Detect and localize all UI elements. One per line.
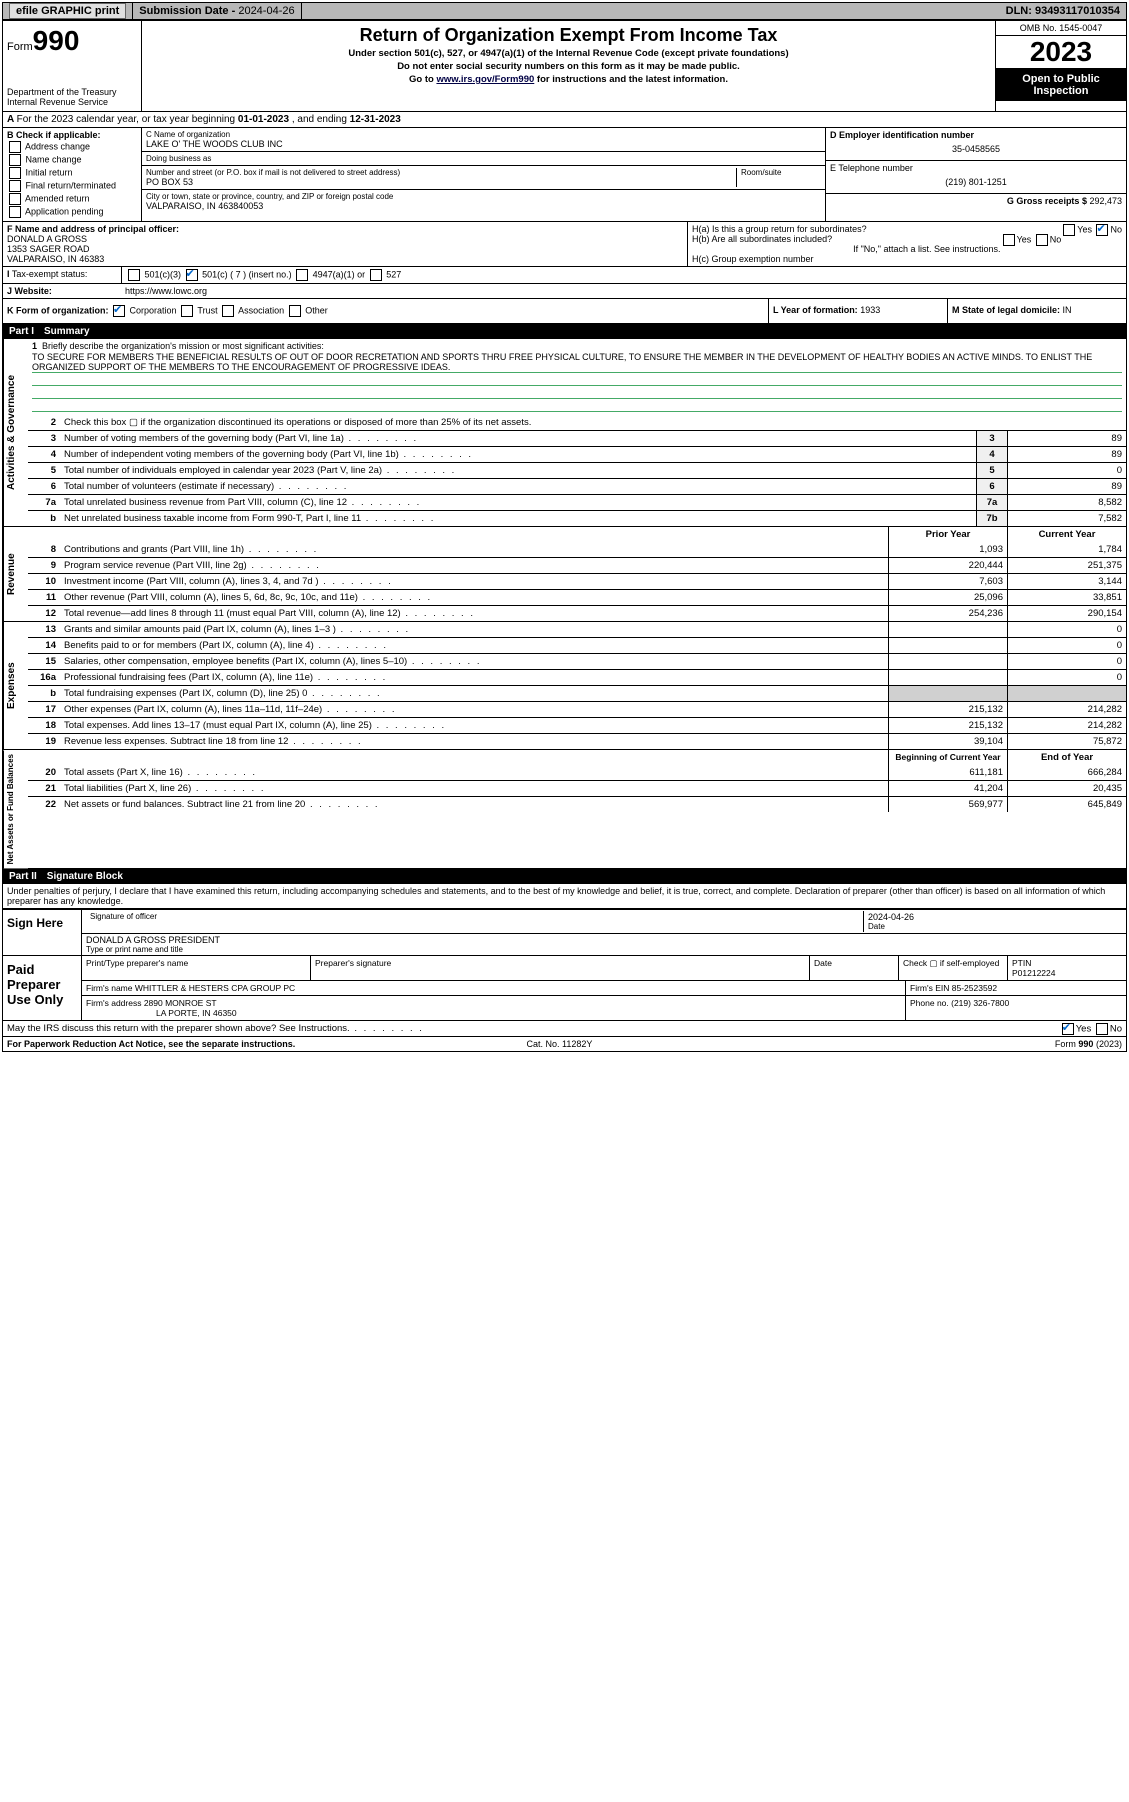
line-14: 14Benefits paid to or for members (Part …: [28, 637, 1126, 653]
group-return-box: H(a) Is this a group return for subordin…: [688, 222, 1126, 266]
discuss-yes[interactable]: [1062, 1023, 1074, 1035]
part2-header: Part II Signature Block: [3, 869, 1126, 884]
vlabel-netassets: Net Assets or Fund Balances: [3, 750, 28, 868]
gross-receipts: 292,473: [1089, 196, 1122, 206]
line-18: 18Total expenses. Add lines 13–17 (must …: [28, 717, 1126, 733]
mission-block: 1 Briefly describe the organization's mi…: [28, 339, 1126, 415]
vlabel-revenue: Revenue: [3, 527, 28, 621]
i-4947[interactable]: [296, 269, 308, 281]
end-year-header: End of Year: [1007, 750, 1126, 765]
line-b: bTotal fundraising expenses (Part IX, co…: [28, 685, 1126, 701]
checkbox-application-pending[interactable]: Application pending: [7, 206, 137, 218]
i-527[interactable]: [370, 269, 382, 281]
checkbox-address-change[interactable]: Address change: [7, 141, 137, 153]
line-6: 6Total number of volunteers (estimate if…: [28, 478, 1126, 494]
line-16a: 16aProfessional fundraising fees (Part I…: [28, 669, 1126, 685]
submission-cell: Submission Date - 2024-04-26: [133, 3, 301, 19]
instructions-link[interactable]: www.irs.gov/Form990: [436, 74, 534, 85]
i-501c3[interactable]: [128, 269, 140, 281]
line-8: 8Contributions and grants (Part VIII, li…: [28, 542, 1126, 557]
discuss-row: May the IRS discuss this return with the…: [3, 1021, 1126, 1036]
ha-no[interactable]: [1096, 224, 1108, 236]
line-2: 2Check this box ▢ if the organization di…: [28, 415, 1126, 430]
line-4: 4Number of independent voting members of…: [28, 446, 1126, 462]
line-11: 11Other revenue (Part VIII, column (A), …: [28, 589, 1126, 605]
domicile: IN: [1063, 305, 1072, 315]
line-3: 3Number of voting members of the governi…: [28, 430, 1126, 446]
form-of-org: K Form of organization: Corporation Trus…: [3, 299, 769, 323]
form-title-box: Return of Organization Exempt From Incom…: [142, 21, 995, 111]
ptin: P01212224: [1012, 968, 1056, 978]
website: https://www.lowc.org: [121, 284, 1126, 298]
sign-here-label: Sign Here: [3, 910, 82, 955]
hb-yes[interactable]: [1003, 234, 1015, 246]
prep-name-header: Print/Type preparer's name: [82, 956, 311, 980]
vlabel-governance: Activities & Governance: [3, 339, 28, 526]
org-name: LAKE O' THE WOODS CLUB INC: [146, 139, 821, 149]
top-bar: efile GRAPHIC print Submission Date - 20…: [2, 2, 1127, 20]
line-22: 22Net assets or fund balances. Subtract …: [28, 796, 1126, 812]
line-20: 20Total assets (Part X, line 16)611,1816…: [28, 765, 1126, 780]
firm-addr: 2890 MONROE ST: [144, 998, 217, 1008]
officer-name: DONALD A GROSS PRESIDENT: [86, 935, 1122, 945]
vlabel-expenses: Expenses: [3, 622, 28, 749]
line-15: 15Salaries, other compensation, employee…: [28, 653, 1126, 669]
begin-year-header: Beginning of Current Year: [888, 750, 1007, 765]
line-5: 5Total number of individuals employed in…: [28, 462, 1126, 478]
line-12: 12Total revenue—add lines 8 through 11 (…: [28, 605, 1126, 621]
line-10: 10Investment income (Part VIII, column (…: [28, 573, 1126, 589]
k-corp[interactable]: [113, 305, 125, 317]
prior-year-header: Prior Year: [888, 527, 1007, 542]
k-assoc[interactable]: [222, 305, 234, 317]
form-container: Form990 Department of the Treasury Inter…: [2, 20, 1127, 910]
ha-yes[interactable]: [1063, 224, 1075, 236]
line-b: bNet unrelated business taxable income f…: [28, 510, 1126, 526]
line-7a: 7aTotal unrelated business revenue from …: [28, 494, 1126, 510]
officer-box: F Name and address of principal officer:…: [3, 222, 688, 266]
prep-sig-header: Preparer's signature: [311, 956, 810, 980]
line-19: 19Revenue less expenses. Subtract line 1…: [28, 733, 1126, 749]
cat-no: Cat. No. 11282Y: [527, 1039, 593, 1049]
k-other[interactable]: [289, 305, 301, 317]
paid-preparer-label: Paid Preparer Use Only: [3, 956, 82, 1020]
form-number-box: Form990 Department of the Treasury Inter…: [3, 21, 142, 111]
line-21: 21Total liabilities (Part X, line 26)41,…: [28, 780, 1126, 796]
hb-no[interactable]: [1036, 234, 1048, 246]
checkbox-initial-return[interactable]: Initial return: [7, 167, 137, 179]
col-b-checkboxes: B Check if applicable: Address change Na…: [3, 128, 142, 221]
phone: (219) 801-1251: [830, 173, 1122, 191]
line-17: 17Other expenses (Part IX, column (A), l…: [28, 701, 1126, 717]
discuss-no[interactable]: [1096, 1023, 1108, 1035]
k-trust[interactable]: [181, 305, 193, 317]
firm-ein: 85-2523592: [952, 983, 997, 993]
line-13: 13Grants and similar amounts paid (Part …: [28, 622, 1126, 637]
form-ref: Form 990 (2023): [1055, 1039, 1122, 1049]
part1-header: Part I Summary: [3, 324, 1126, 339]
line-a: A For the 2023 calendar year, or tax yea…: [3, 112, 1126, 128]
checkbox-final-return-terminated[interactable]: Final return/terminated: [7, 180, 137, 192]
dln-cell: DLN: 93493117010354: [1000, 3, 1126, 19]
firm-phone: (219) 326-7800: [951, 998, 1009, 1008]
checkbox-name-change[interactable]: Name change: [7, 154, 137, 166]
perjury-text: Under penalties of perjury, I declare th…: [3, 884, 1126, 909]
checkbox-amended-return[interactable]: Amended return: [7, 193, 137, 205]
year-box: OMB No. 1545-0047 2023 Open to Public In…: [995, 21, 1126, 111]
efile-print-button[interactable]: efile GRAPHIC print: [9, 3, 126, 19]
efile-label: efile GRAPHIC print: [3, 3, 133, 19]
year-formation: 1933: [860, 305, 880, 315]
current-year-header: Current Year: [1007, 527, 1126, 542]
ein: 35-0458565: [830, 140, 1122, 158]
self-employed-check[interactable]: Check ▢ if self-employed: [899, 956, 1008, 980]
line-9: 9Program service revenue (Part VIII, lin…: [28, 557, 1126, 573]
street: PO BOX 53: [146, 177, 732, 187]
firm-name: WHITTLER & HESTERS CPA GROUP PC: [135, 983, 295, 993]
sign-date: 2024-04-26: [868, 912, 1118, 922]
paperwork-notice: For Paperwork Reduction Act Notice, see …: [7, 1039, 295, 1049]
prep-date-header: Date: [810, 956, 899, 980]
city: VALPARAISO, IN 463840053: [146, 201, 821, 211]
i-501c[interactable]: [186, 269, 198, 281]
